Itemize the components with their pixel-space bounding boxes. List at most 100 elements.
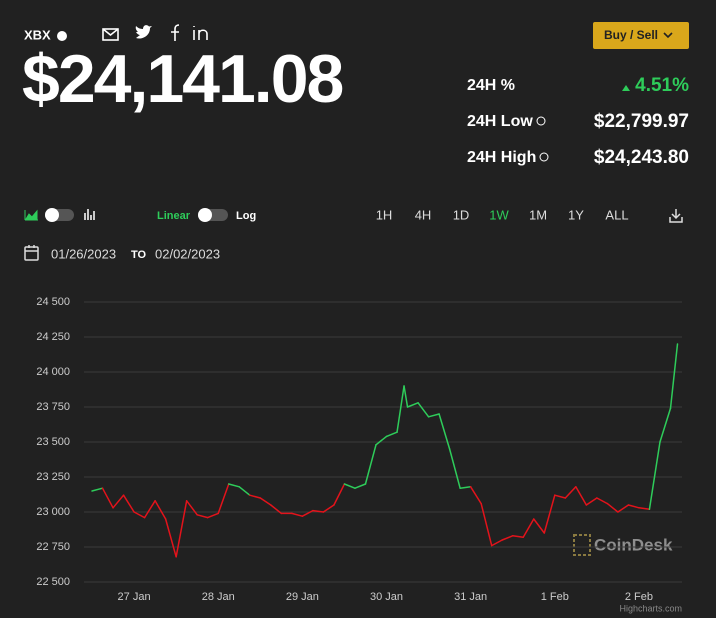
watermark-logo	[573, 534, 591, 556]
linkedin-icon[interactable]	[193, 26, 208, 40]
mail-icon[interactable]	[102, 28, 119, 41]
range-button[interactable]: 1M	[529, 207, 547, 222]
stat-value: $22,799.97	[594, 111, 689, 132]
price-line-segment	[206, 512, 219, 519]
download-icon[interactable]	[669, 209, 683, 223]
price-line-segment	[291, 512, 304, 517]
y-tick-label: 23 750	[36, 401, 70, 413]
price-line-segment	[122, 494, 135, 513]
price-line-segment	[259, 497, 272, 506]
price-line-segment	[175, 500, 188, 558]
price-line-segment	[333, 483, 346, 506]
price-line-segment	[659, 407, 672, 443]
facebook-icon[interactable]	[171, 24, 180, 41]
price-line-segment	[343, 483, 356, 489]
stat-value: $24,243.80	[594, 147, 689, 168]
scale-log[interactable]: Log	[236, 210, 256, 222]
price-line-segment	[112, 494, 125, 509]
price-line-segment	[396, 385, 405, 433]
price-line-segment	[490, 539, 503, 547]
x-tick-label: 27 Jan	[118, 591, 151, 603]
range-button[interactable]: 4H	[415, 207, 432, 222]
price-line-segment	[406, 402, 419, 408]
price-line-segment	[91, 487, 104, 492]
x-tick-label: 1 Feb	[541, 591, 569, 603]
price-line-segment	[438, 413, 451, 450]
price-line-segment	[669, 343, 679, 410]
scale-linear[interactable]: Linear	[157, 210, 191, 222]
x-tick-label: 31 Jan	[454, 591, 487, 603]
price-line-segment	[617, 504, 630, 513]
price-line-segment	[585, 497, 598, 506]
buy-sell-button[interactable]	[593, 22, 689, 49]
twitter-icon[interactable]	[135, 25, 152, 39]
date-to-label: TO	[131, 249, 147, 261]
toggle-knob	[45, 208, 59, 222]
price-line-segment	[217, 483, 230, 515]
price-line-segment	[133, 511, 146, 519]
y-tick-label: 23 500	[36, 436, 70, 448]
y-tick-label: 24 250	[36, 331, 70, 343]
price-line-segment	[554, 494, 567, 499]
y-tick-label: 22 750	[36, 541, 70, 553]
date-to[interactable]: 02/02/2023	[155, 246, 220, 261]
price-line-segment	[312, 509, 325, 513]
price-line-segment	[469, 486, 482, 505]
share-icons	[102, 24, 208, 41]
price-line-segment	[627, 504, 640, 509]
price-line-segment	[354, 483, 367, 489]
x-tick-label: 2 Feb	[625, 591, 653, 603]
stat-label: 24H High	[467, 149, 536, 166]
y-tick-label: 23 250	[36, 471, 70, 483]
range-button[interactable]: ALL	[605, 207, 628, 222]
price-line-segment	[270, 504, 283, 515]
info-icon[interactable]	[536, 116, 546, 126]
price-line-segment	[164, 518, 177, 558]
y-tick-label: 23 000	[36, 506, 70, 518]
y-tick-label: 22 500	[36, 576, 70, 588]
area-chart-icon[interactable]	[24, 209, 38, 221]
price-line-segment	[596, 497, 609, 505]
date-from[interactable]: 01/26/2023	[51, 246, 116, 261]
price-line-segment	[638, 507, 651, 510]
calendar-detail	[25, 245, 38, 252]
price-line-segment	[322, 504, 335, 513]
bar-chart-icon[interactable]	[84, 209, 95, 220]
price-line-segment	[249, 494, 262, 499]
price-line-segment	[196, 514, 209, 519]
symbol: XBX	[24, 27, 51, 42]
x-tick-label: 28 Jan	[202, 591, 235, 603]
price-line-segment	[301, 509, 314, 517]
mail-flap	[102, 28, 119, 37]
price-line-segment	[522, 518, 535, 538]
price-line-segment	[533, 518, 546, 534]
price-line-segment	[459, 486, 472, 489]
calendar-icon[interactable]	[24, 246, 39, 261]
price-line-segment	[511, 535, 524, 538]
range-button[interactable]: 1D	[453, 207, 470, 222]
price-line-segment	[501, 535, 514, 541]
range-button[interactable]: 1Y	[568, 207, 584, 222]
price-line-segment	[375, 435, 388, 446]
x-tick-label: 30 Jan	[370, 591, 403, 603]
price-line-segment	[385, 431, 398, 438]
range-button[interactable]: 1W	[489, 207, 509, 222]
info-icon[interactable]	[57, 31, 67, 41]
price-line-segment	[403, 385, 409, 408]
credits: Highcharts.com	[619, 603, 682, 613]
x-tick-label: 29 Jan	[286, 591, 319, 603]
range-button[interactable]: 1H	[376, 207, 393, 222]
price-line-segment	[364, 444, 377, 485]
price-line-segment	[101, 487, 114, 509]
price: $24,141.08	[22, 41, 343, 117]
chevron	[663, 32, 673, 39]
info-icon[interactable]	[539, 152, 549, 162]
buy-sell-label: Buy / Sell	[604, 28, 658, 42]
watermark: CoinDesk	[594, 535, 673, 554]
price-line-segment	[564, 486, 577, 499]
price-line-segment	[417, 402, 430, 418]
y-tick-label: 24 500	[36, 296, 70, 308]
